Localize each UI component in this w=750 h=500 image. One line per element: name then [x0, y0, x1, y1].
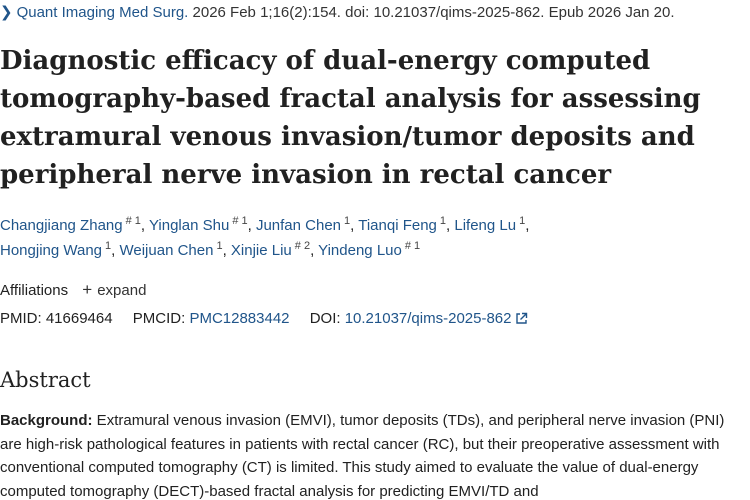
author-item: Junfan Chen 1 — [255, 215, 351, 235]
author-affiliation-marker[interactable]: 1 — [344, 215, 351, 227]
author-link[interactable]: Yinglan Shu — [148, 217, 230, 234]
expand-label: expand — [97, 282, 147, 299]
author-affiliation-marker[interactable]: # 1 — [404, 240, 421, 252]
author-link[interactable]: Yindeng Luo — [318, 242, 402, 259]
doi-label: DOI: — [309, 310, 341, 327]
author-item: Hongjing Wang 1 — [0, 240, 112, 260]
author-item: Lifeng Lu 1 — [454, 215, 526, 235]
doi-link[interactable]: 10.21037/qims-2025-862 — [344, 310, 512, 327]
background-label: Background: — [0, 412, 93, 429]
author-affiliation-marker[interactable]: # 1 — [125, 215, 141, 227]
author-affiliation-marker[interactable]: 1 — [439, 215, 447, 227]
citation-line: ❯ Quant Imaging Med Surg. 2026 Feb 1;16(2… — [0, 3, 675, 23]
abstract-heading: Abstract — [0, 368, 91, 392]
author-affiliation-marker[interactable]: # 2 — [294, 240, 311, 252]
author-list: Changjiang Zhang # 1, Yinglan Shu # 1, Jun… — [0, 215, 530, 260]
author-link[interactable]: Tianqi Feng — [358, 217, 437, 234]
author-affiliation-marker[interactable]: 1 — [216, 240, 223, 252]
affiliations-expand-button[interactable]: + expand — [82, 280, 147, 299]
author-link[interactable]: Junfan Chen — [255, 217, 342, 234]
affiliations-row: Affiliations + expand — [0, 280, 146, 301]
article-title: Diagnostic efficacy of dual-energy compu… — [0, 46, 701, 190]
author-item: Xinjie Liu # 2 — [230, 240, 311, 260]
background-text: Extramural venous invasion (EMVI), tumor… — [0, 412, 725, 500]
pmcid-label: PMCID: — [132, 310, 186, 327]
pmid-value: 41669464 — [45, 310, 113, 327]
abstract-background: Background: Extramural venous invasion (… — [0, 409, 750, 500]
author-link[interactable]: Changjiang Zhang — [0, 217, 123, 234]
author-item: Yinglan Shu # 1 — [148, 215, 248, 235]
citation-details: 2026 Feb 1;16(2):154. doi: 10.21037/qims… — [192, 4, 675, 21]
chevron-right-icon[interactable]: ❯ — [0, 4, 13, 21]
plus-icon: + — [82, 280, 93, 299]
identifiers-row: PMID: 41669464 PMCID: PMC12883442 DOI: 1… — [0, 309, 528, 331]
author-item: Tianqi Feng 1 — [358, 215, 447, 235]
pmid-label: PMID: — [0, 310, 42, 327]
author-link[interactable]: Xinjie Liu — [230, 242, 292, 259]
author-affiliation-marker[interactable]: 1 — [105, 240, 112, 252]
author-item: Yindeng Luo # 1 — [318, 240, 421, 260]
affiliations-label: Affiliations — [0, 282, 69, 299]
author-affiliation-marker[interactable]: # 1 — [232, 215, 248, 227]
author-link[interactable]: Weijuan Chen — [119, 242, 214, 259]
author-link[interactable]: Lifeng Lu — [454, 217, 517, 234]
pmcid-link[interactable]: PMC12883442 — [189, 310, 290, 327]
journal-link[interactable]: Quant Imaging Med Surg. — [16, 4, 189, 21]
author-item: Weijuan Chen 1 — [119, 240, 223, 260]
external-link-icon[interactable] — [515, 311, 528, 331]
author-link[interactable]: Hongjing Wang — [0, 242, 103, 259]
author-item: Changjiang Zhang # 1 — [0, 215, 141, 235]
author-affiliation-marker[interactable]: 1 — [519, 215, 526, 227]
